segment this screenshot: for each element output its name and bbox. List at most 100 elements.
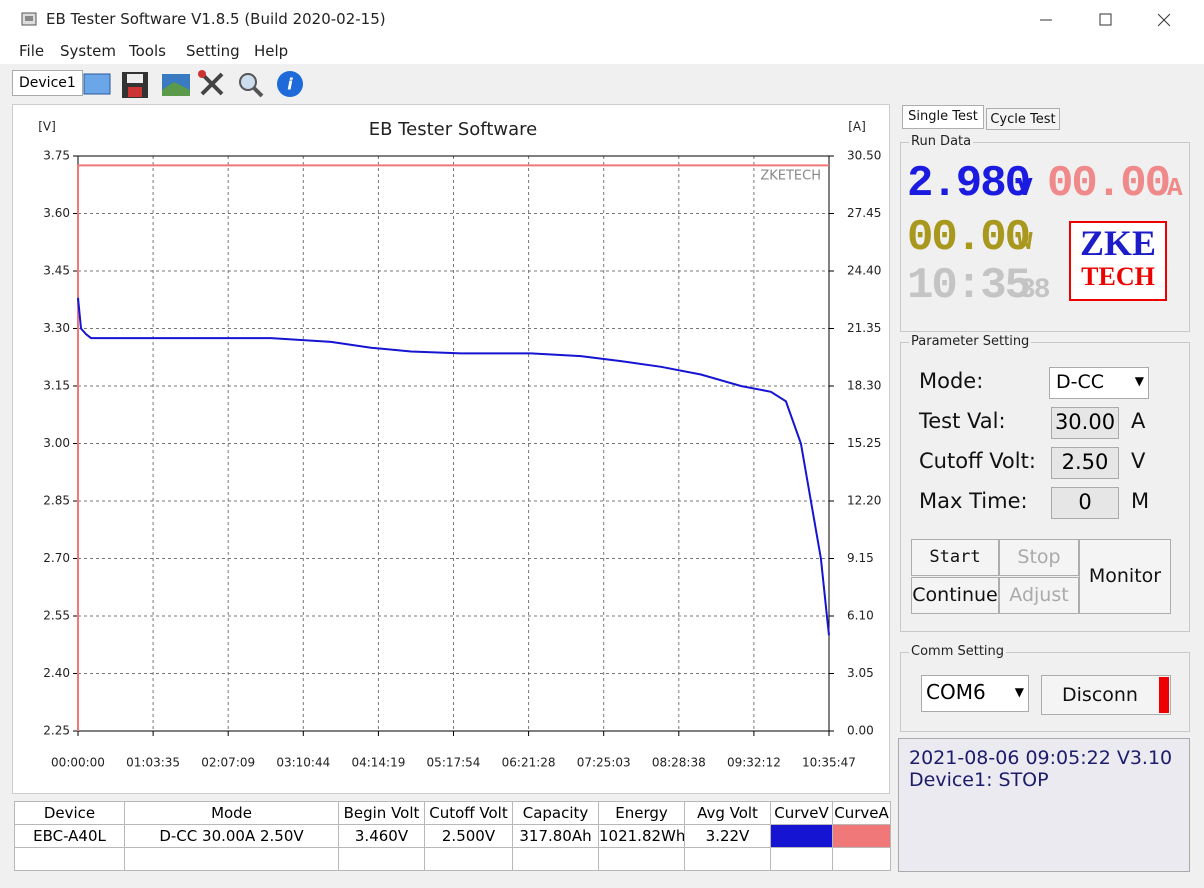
cell: D-CC 30.00A 2.50V bbox=[124, 824, 339, 848]
x-tick-label: 09:32:12 bbox=[727, 756, 781, 770]
cell: EBC-A40L bbox=[14, 824, 125, 848]
y2-tick-label: 30.50 bbox=[847, 149, 881, 163]
parameter-group: Parameter Setting Mode: D-CC ▼ Test Val: … bbox=[900, 334, 1190, 632]
button[interactable]: Start bbox=[911, 539, 999, 576]
y-tick-label: 2.25 bbox=[43, 724, 70, 738]
field-label: Cutoff Volt: bbox=[919, 449, 1036, 473]
toolbar: Device1 i bbox=[0, 64, 1204, 104]
field-label: Mode: bbox=[919, 369, 984, 393]
current-display: 00.00 bbox=[1047, 159, 1171, 209]
column-header: Avg Volt bbox=[684, 801, 771, 825]
voltage-unit: V bbox=[1017, 173, 1033, 203]
column-header: Capacity bbox=[512, 801, 599, 825]
x-tick-label: 05:17:54 bbox=[427, 756, 481, 770]
group-title: Parameter Setting bbox=[909, 334, 1032, 349]
group-title: Run Data bbox=[909, 134, 974, 149]
x-tick-label: 04:14:19 bbox=[351, 756, 405, 770]
cell: 1021.82Wh bbox=[598, 824, 685, 848]
toolbar-icons[interactable]: i bbox=[80, 66, 310, 102]
tab[interactable]: Cycle Test bbox=[986, 108, 1060, 130]
y2-tick-label: 24.40 bbox=[847, 264, 881, 278]
run-data-group: Run Data 2.980 V 00.00 A 00.00 W 10:35 3… bbox=[900, 134, 1190, 332]
menu-item[interactable]: Setting bbox=[186, 42, 240, 60]
y2-tick-label: 27.45 bbox=[847, 206, 881, 220]
port-select[interactable]: COM6 ▼ bbox=[921, 675, 1029, 712]
test-input[interactable]: 30.00 bbox=[1051, 407, 1119, 439]
menu-item[interactable]: Tools bbox=[129, 42, 166, 60]
y2-tick-label: 6.10 bbox=[847, 609, 874, 623]
unit: V bbox=[1131, 449, 1146, 473]
y-tick-label: 3.15 bbox=[43, 379, 70, 393]
button[interactable]: Monitor bbox=[1079, 539, 1171, 614]
y-tick-label: 2.70 bbox=[43, 551, 70, 565]
menu-item[interactable]: Help bbox=[254, 42, 289, 60]
column-header: Cutoff Volt bbox=[424, 801, 513, 825]
cutoff-input[interactable]: 2.50 bbox=[1051, 447, 1119, 479]
app-icon bbox=[21, 12, 37, 26]
mode-value: D-CC bbox=[1056, 371, 1105, 393]
logo-bottom: TECH bbox=[1081, 262, 1155, 291]
y-tick-label: 3.30 bbox=[43, 321, 70, 335]
cell: 3.460V bbox=[338, 824, 425, 848]
x-tick-label: 08:28:38 bbox=[652, 756, 706, 770]
y2-tick-label: 18.30 bbox=[847, 379, 881, 393]
time-input[interactable]: 0 bbox=[1051, 487, 1119, 519]
button[interactable]: Disconn bbox=[1041, 675, 1171, 715]
port-value: COM6 bbox=[926, 680, 986, 704]
y2-tick-label: 15.25 bbox=[847, 436, 881, 450]
tab[interactable]: Single Test bbox=[902, 105, 984, 129]
window-title: EB Tester Software V1.8.5 (Build 2020-02… bbox=[46, 10, 386, 28]
comm-group: Comm Setting COM6 ▼ Disconn bbox=[900, 644, 1190, 732]
x-tick-label: 02:07:09 bbox=[201, 756, 255, 770]
y-tick-label: 2.55 bbox=[43, 609, 70, 623]
cell: 2.500V bbox=[424, 824, 513, 848]
unit: A bbox=[1131, 409, 1146, 433]
button[interactable]: Stop bbox=[999, 539, 1079, 576]
cell: 317.80Ah bbox=[512, 824, 599, 848]
data-line bbox=[77, 297, 830, 636]
button-label: Disconn bbox=[1062, 684, 1138, 706]
status-line: 2021-08-06 09:05:22 V3.10 bbox=[909, 747, 1173, 769]
x-tick-label: 07:25:03 bbox=[577, 756, 631, 770]
column-header: Mode bbox=[124, 801, 339, 825]
unit: M bbox=[1131, 489, 1150, 513]
y2-tick-label: 0.00 bbox=[847, 724, 874, 738]
menu-item[interactable]: System bbox=[60, 42, 116, 60]
cell: 3.22V bbox=[684, 824, 771, 848]
x-tick-label: 06:21:28 bbox=[502, 756, 556, 770]
column-header: CurveA bbox=[832, 801, 891, 825]
device-tab[interactable]: Device1 bbox=[12, 70, 83, 96]
results-table: Device Mode Begin Volt Cutoff Volt Capacity E… bbox=[14, 801, 891, 871]
group-title: Comm Setting bbox=[909, 644, 1007, 659]
y2-axis-label: [A] bbox=[848, 120, 866, 134]
time-display: 10:35 bbox=[907, 261, 1031, 311]
chart: EB Tester Software [V] [A] ZKETECH 2.25 2… bbox=[38, 119, 881, 770]
x-tick-label: 10:35:47 bbox=[802, 756, 856, 770]
side-panel: Single Test Cycle Test Run Data 2.980 V … bbox=[898, 104, 1198, 888]
y-tick-label: 2.40 bbox=[43, 666, 70, 680]
chart-title: EB Tester Software bbox=[369, 119, 537, 140]
y-tick-label: 3.00 bbox=[43, 436, 70, 450]
svg-text:i: i bbox=[287, 75, 293, 94]
column-header: Energy bbox=[598, 801, 685, 825]
y2-tick-label: 3.05 bbox=[847, 666, 874, 680]
y-tick-label: 2.85 bbox=[43, 494, 70, 508]
status-line: Device1: STOP bbox=[909, 769, 1049, 791]
y2-tick-label: 12.20 bbox=[847, 494, 881, 508]
window-controls[interactable] bbox=[1030, 8, 1180, 32]
button[interactable]: Continue bbox=[911, 577, 999, 614]
menu-item[interactable]: File bbox=[19, 42, 45, 60]
logo: ZKE TECH bbox=[1069, 221, 1167, 301]
menu-bar: File System Tools Setting Help bbox=[0, 38, 1204, 64]
y-tick-label: 3.60 bbox=[43, 206, 70, 220]
power-display: 00.00 bbox=[907, 213, 1031, 263]
watermark: ZKETECH bbox=[760, 169, 821, 184]
mode-select[interactable]: D-CC ▼ bbox=[1049, 367, 1149, 399]
field-label: Test Val: bbox=[919, 409, 1006, 433]
y2-tick-label: 9.15 bbox=[847, 551, 874, 565]
x-tick-label: 01:03:35 bbox=[126, 756, 180, 770]
data-line bbox=[77, 164, 829, 731]
field-label: Max Time: bbox=[919, 489, 1028, 513]
button[interactable]: Adjust bbox=[999, 577, 1079, 614]
